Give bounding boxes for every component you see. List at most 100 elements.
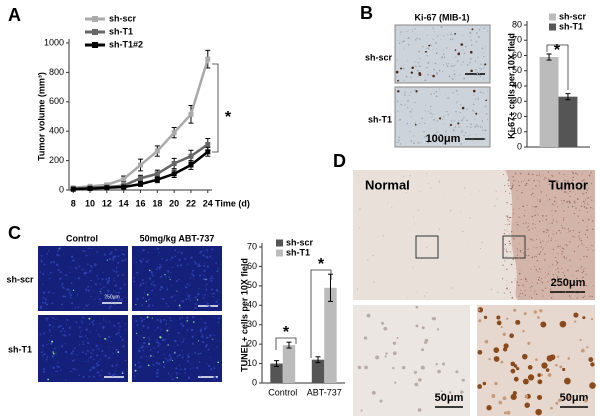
texture-dot <box>548 183 550 186</box>
texture-dot <box>212 338 214 340</box>
texture-dot <box>204 327 207 330</box>
texture-dot <box>504 260 506 262</box>
texture-dot <box>48 339 50 342</box>
texture-dot <box>414 27 416 30</box>
texture-dot <box>168 327 170 329</box>
texture-dot <box>56 253 59 257</box>
texture-dot <box>515 319 521 325</box>
texture-dot <box>411 30 414 32</box>
texture-dot <box>182 354 184 356</box>
texture-dot <box>503 411 507 415</box>
texture-dot <box>108 307 111 310</box>
texture-dot <box>563 199 565 202</box>
texture-dot <box>478 292 479 293</box>
texture-dot <box>178 353 181 357</box>
texture-dot <box>579 209 581 211</box>
texture-dot <box>414 382 419 387</box>
texture-dot <box>430 106 432 108</box>
texture-dot <box>45 303 49 306</box>
texture-dot <box>583 203 585 205</box>
texture-dot <box>518 181 520 183</box>
texture-dot <box>520 289 522 291</box>
texture-dot <box>94 283 98 286</box>
texture-dot <box>96 275 98 277</box>
texture-dot <box>414 61 416 63</box>
texture-dot <box>54 347 57 350</box>
texture-dot <box>590 318 594 321</box>
texture-dot <box>591 295 593 298</box>
texture-dot <box>217 321 220 324</box>
texture-dot <box>527 374 535 381</box>
texture-dot <box>472 89 476 93</box>
texture-dot <box>188 295 191 298</box>
texture-dot <box>514 172 517 175</box>
texture-dot <box>587 203 589 205</box>
texture-dot <box>430 93 432 95</box>
texture-dot <box>64 379 67 381</box>
texture-dot <box>508 217 511 219</box>
texture-dot <box>147 251 150 254</box>
texture-dot <box>534 292 535 294</box>
texture-dot <box>217 267 220 270</box>
texture-dot <box>85 290 87 292</box>
texture-dot <box>116 292 118 294</box>
texture-dot <box>123 296 126 299</box>
texture-dot <box>539 181 541 183</box>
texture-dot <box>522 252 524 254</box>
point <box>188 153 194 159</box>
texture-dot <box>366 313 371 318</box>
texture-dot <box>534 214 536 217</box>
texture-dot <box>519 217 521 219</box>
texture-dot <box>39 306 42 309</box>
texture-dot <box>155 362 158 365</box>
texture-dot <box>198 361 201 363</box>
texture-dot <box>582 296 585 299</box>
texture-dot <box>510 361 516 367</box>
texture-dot <box>506 215 508 217</box>
texture-dot <box>556 276 559 278</box>
texture-dot <box>539 199 541 201</box>
texture-dot <box>153 284 156 287</box>
texture-dot <box>506 317 509 320</box>
texture-dot <box>81 268 84 271</box>
texture-dot <box>85 353 87 355</box>
texture-dot <box>586 346 589 349</box>
texture-dot <box>585 198 587 200</box>
texture-dot <box>555 401 559 405</box>
legend-label: sh-scr <box>286 237 314 247</box>
texture-dot <box>556 221 558 223</box>
y-tick-label: 40 <box>247 300 257 310</box>
texture-dot <box>73 259 75 261</box>
texture-dot <box>142 296 145 299</box>
texture-dot <box>49 261 53 264</box>
texture-dot <box>411 66 414 70</box>
texture-dot <box>580 205 583 207</box>
texture-dot <box>173 294 175 296</box>
texture-dot <box>62 334 65 336</box>
texture-dot <box>443 123 445 125</box>
texture-dot <box>474 118 475 120</box>
texture-dot <box>507 230 509 232</box>
texture-dot <box>592 285 594 286</box>
texture-dot <box>466 119 468 122</box>
texture-dot <box>590 183 593 185</box>
texture-dot <box>555 363 558 367</box>
texture-dot <box>176 355 179 358</box>
texture-dot <box>477 307 484 313</box>
texture-dot <box>114 255 117 258</box>
texture-dot <box>82 375 85 378</box>
texture-dot <box>97 361 100 363</box>
texture-dot <box>587 211 589 213</box>
texture-dot <box>88 317 91 320</box>
texture-dot <box>545 272 547 274</box>
texture-dot <box>109 252 112 255</box>
texture-dot <box>516 281 518 283</box>
texture-dot <box>447 63 449 65</box>
texture-dot <box>483 67 485 69</box>
texture-dot <box>461 378 465 382</box>
point <box>188 162 194 168</box>
texture-dot <box>175 367 178 370</box>
point <box>138 162 143 168</box>
texture-dot <box>443 115 445 118</box>
texture-dot <box>568 279 570 282</box>
